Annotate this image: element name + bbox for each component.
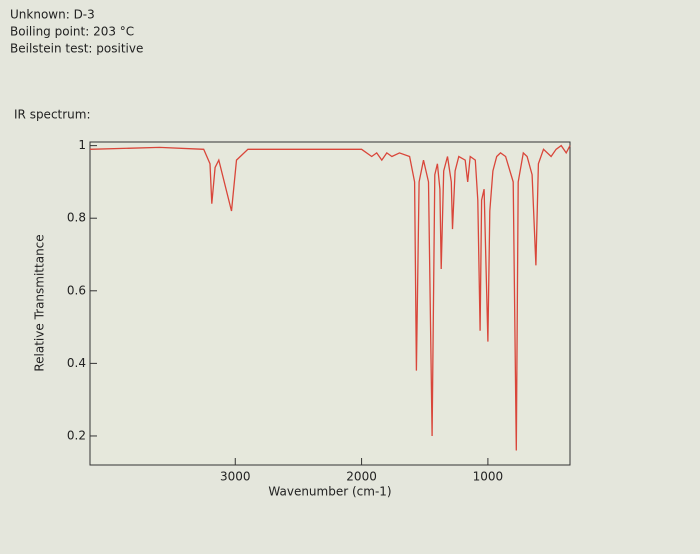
x-axis-label: Wavenumber (cm-1) [268,485,391,499]
beilstein: Beilstein test: positive [10,42,143,56]
x-tick-label: 1000 [473,470,504,484]
y-tick-label: 1 [78,138,86,152]
y-tick-label: 0.6 [67,283,86,297]
spectrum-line [89,144,571,451]
boiling-point: Boiling point: 203 °C [10,25,134,39]
plot-area [89,141,571,466]
y-axis-label: Relative Transmittance [33,234,47,371]
unknown: Unknown: D-3 [10,8,95,22]
x-tick-label: 3000 [220,470,251,484]
y-tick-label: 0.2 [67,428,86,442]
x-tick-label: 2000 [346,470,377,484]
chart-title: IR spectrum: [14,108,91,122]
y-tick-label: 0.8 [67,211,86,225]
y-tick-label: 0.4 [67,356,86,370]
